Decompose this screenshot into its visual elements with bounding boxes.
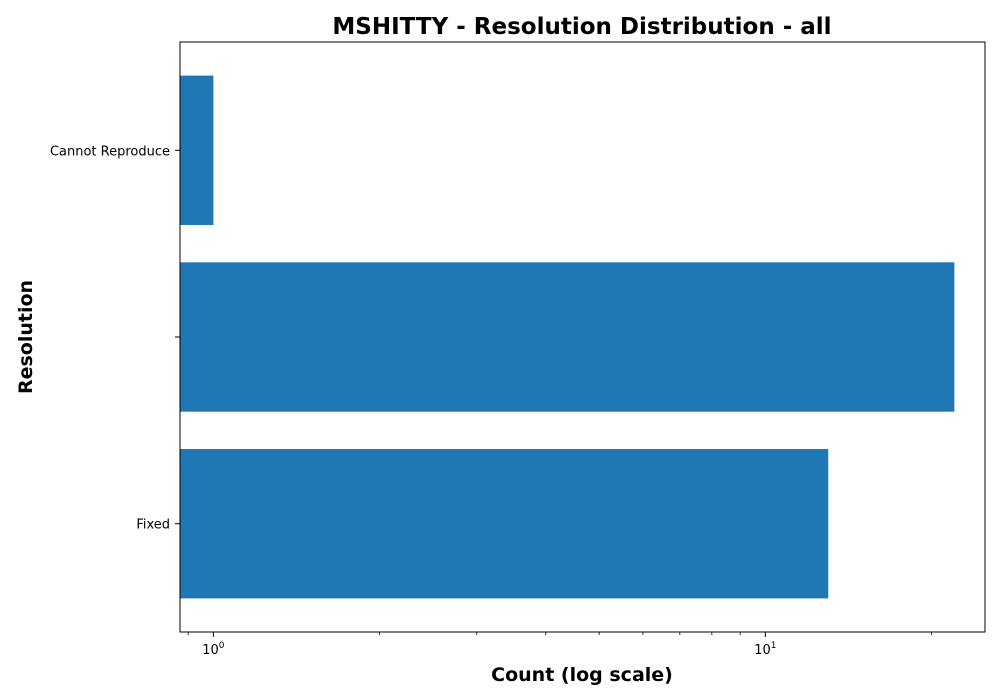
y-tick-label: Cannot Reproduce <box>50 144 170 159</box>
x-tick-label: 101 <box>754 641 776 658</box>
bar <box>180 262 955 412</box>
y-tick-label: Fixed <box>136 518 170 533</box>
y-axis: Cannot Reproduce Fixed <box>50 144 180 533</box>
chart-title: MSHITTY - Resolution Distribution - all <box>332 14 831 40</box>
bars-group <box>180 75 955 599</box>
x-tick-label: 100 <box>202 641 225 658</box>
x-axis-label: Count (log scale) <box>491 664 673 686</box>
y-axis-label: Resolution <box>15 280 37 394</box>
bar <box>180 449 829 599</box>
bar <box>180 75 214 225</box>
x-axis: 100 101 <box>187 632 932 658</box>
